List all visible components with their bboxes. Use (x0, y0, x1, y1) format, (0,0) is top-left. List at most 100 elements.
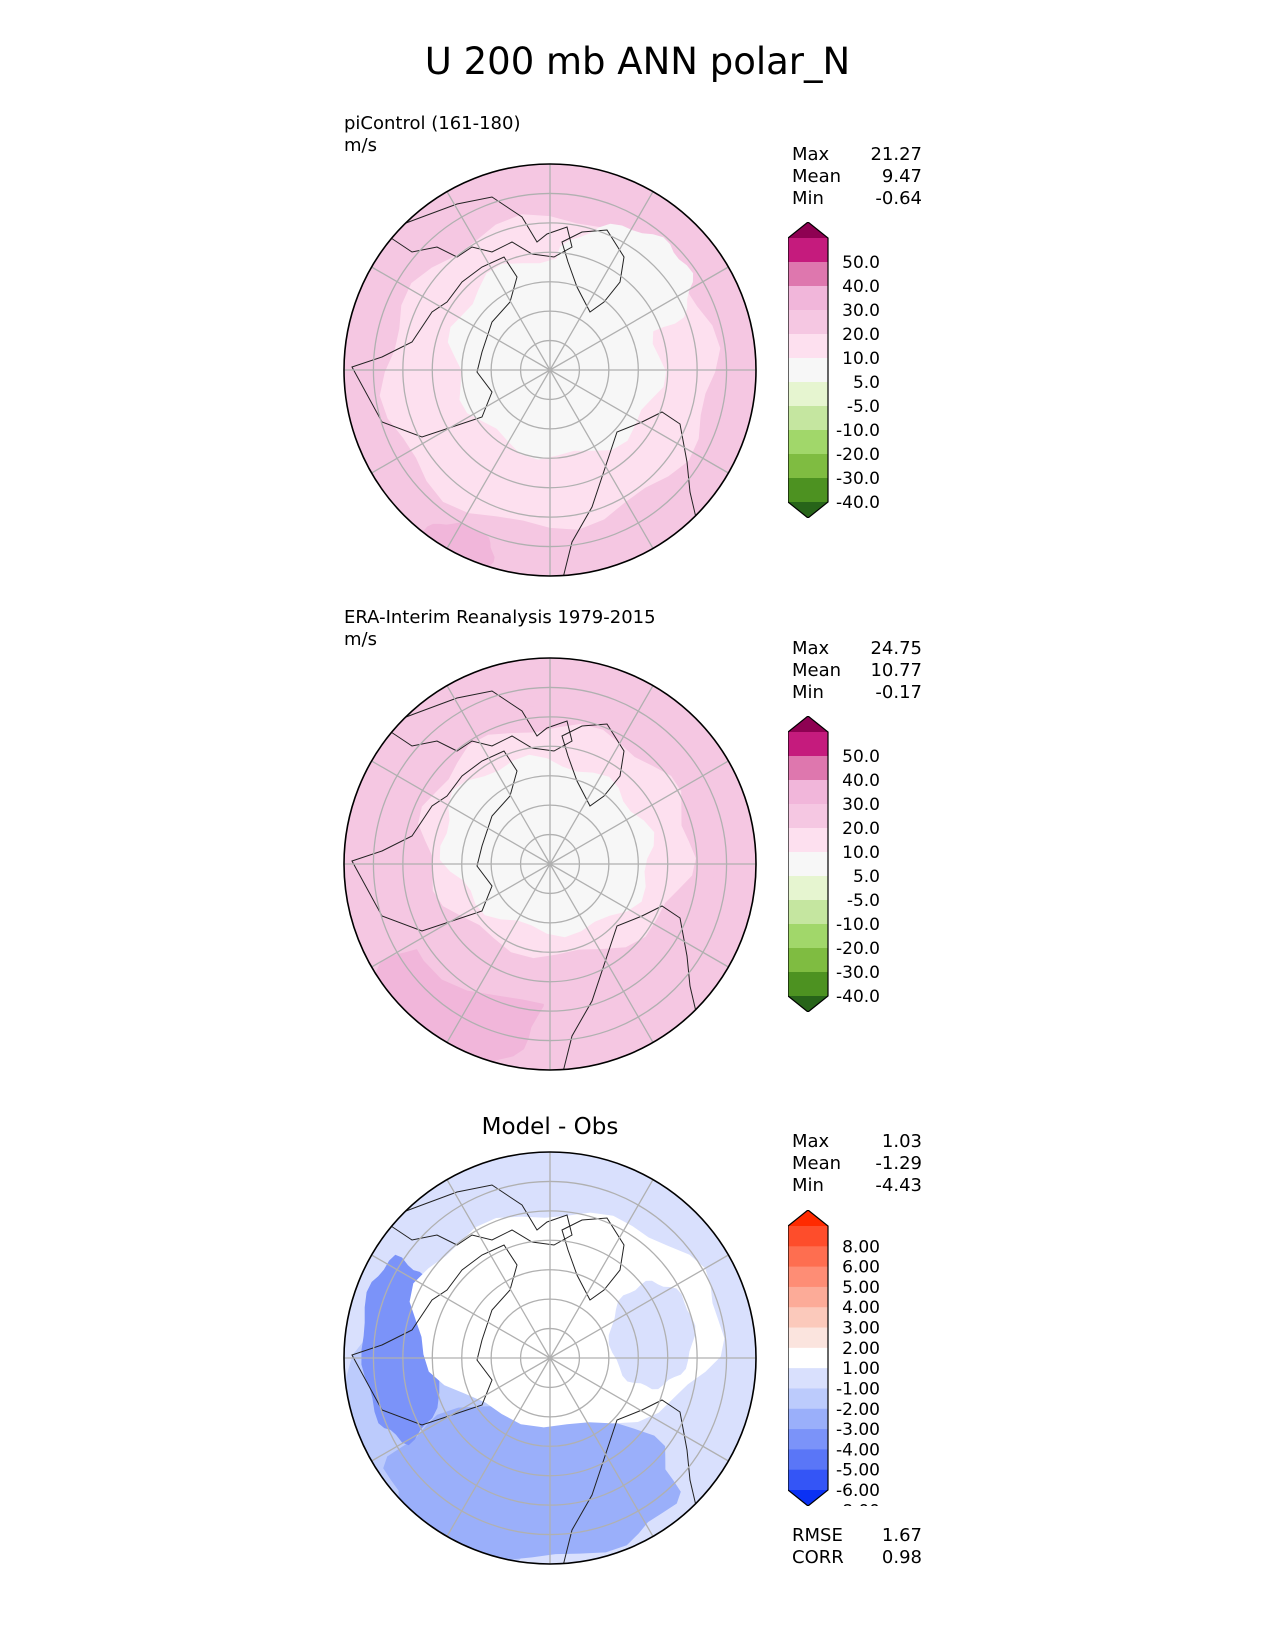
pole-gridline (534, 344, 551, 371)
colorbar-tick-label: 30.0 (842, 301, 880, 321)
stat-value: 9.47 (881, 166, 922, 187)
colorbar-segment (788, 1226, 828, 1247)
pole-gridline (524, 354, 551, 371)
panel-1-colorbar: 50.0 40.0 30.0 20.0 10.0 5.0 -5.0 -10.0 -20.0 -30… (788, 222, 880, 518)
colorbar-tick-label: 6.00 (842, 1258, 880, 1278)
pole-gridline (549, 1357, 566, 1384)
stat-value: 1.03 (881, 1131, 922, 1152)
stat-label: Max (792, 638, 830, 659)
colorbar-segment (788, 876, 828, 901)
colorbar-segment (788, 262, 828, 287)
field-contour-region (608, 1280, 696, 1390)
colorbar-tick-label: 10.0 (842, 349, 880, 369)
meridian-gridline (575, 1372, 729, 1462)
stat-value: 24.75 (870, 638, 922, 659)
meridian-gridline (371, 1254, 525, 1344)
colorbar-tick-label: -30.0 (836, 963, 880, 983)
meridian-gridline (564, 1383, 654, 1537)
stat-label: Min (792, 682, 824, 703)
meridian-gridline (564, 395, 654, 549)
colorbar-tick-label: -6.00 (836, 1481, 880, 1501)
colorbar-segment (788, 310, 828, 335)
colorbar-extension-top (788, 716, 828, 732)
colorbar-tick-label: -4.00 (836, 1440, 880, 1460)
colorbar-segment (788, 430, 828, 455)
panel-2-units: m/s (344, 629, 377, 650)
colorbar-tick-label: 50.0 (842, 253, 880, 273)
colorbar-segment (788, 804, 828, 829)
panel-1-label: piControl (161-180) (344, 113, 521, 134)
colorbar-tick-label: -40.0 (836, 987, 880, 1007)
pole-gridline (534, 1332, 551, 1359)
stat-value: 1.67 (881, 1525, 922, 1546)
colorbar-segment (788, 1449, 828, 1471)
colorbar-segment (788, 238, 828, 263)
meridian-gridline (446, 685, 536, 839)
colorbar-segment (788, 948, 828, 973)
colorbar-tick-label: 10.0 (842, 843, 880, 863)
pole-gridline (549, 354, 576, 371)
colorbar-outline (788, 222, 829, 518)
colorbar-tick-label: -5.00 (836, 1461, 880, 1481)
figure-title: U 200 mb ANN polar_N (424, 40, 851, 83)
panel-2-stats: Max 24.75 Mean 10.77 Min -0.17 (792, 638, 922, 704)
map-boundary (343, 163, 757, 577)
stat-value: -0.17 (875, 682, 922, 703)
pole-gridline (549, 369, 576, 386)
panel-3-extra-stats: RMSE 1.67 CORR 0.98 (792, 1525, 922, 1569)
stat-value: -1.29 (875, 1153, 922, 1174)
colorbar-outline (788, 1210, 829, 1506)
stat-label: Max (792, 144, 830, 165)
pole-gridline (524, 1342, 551, 1359)
meridian-gridline (575, 384, 729, 474)
meridian-gridline (564, 191, 654, 345)
colorbar-segment (788, 454, 828, 479)
colorbar-tick-label: 2.00 (842, 1339, 880, 1359)
meridian-gridline (575, 760, 729, 850)
stat-value: -0.64 (875, 188, 922, 209)
colorbar-tick-label: 4.00 (842, 1298, 880, 1318)
stat-value: 0.98 (881, 1547, 922, 1568)
colorbar-segment (788, 334, 828, 359)
stat-label: Mean (792, 1153, 842, 1174)
meridian-gridline (575, 1254, 729, 1344)
colorbar-segment (788, 1266, 828, 1288)
panel-3-title: Model - Obs (481, 1114, 619, 1140)
field-contour-region (439, 754, 655, 938)
pole-gridline (534, 838, 551, 865)
map-field (344, 658, 756, 1070)
stat-label: Min (792, 188, 824, 209)
colorbar-segment (788, 1286, 828, 1308)
meridian-gridline (371, 760, 525, 850)
colorbar-tick-label: -5.0 (847, 891, 880, 911)
coastline (380, 690, 573, 752)
colorbar-tick-label: -30.0 (836, 469, 880, 489)
panel-1-header: piControl (161-180) m/s (344, 113, 520, 157)
colorbar-tick-label: 3.00 (842, 1319, 880, 1339)
colorbar-tick-label: 20.0 (842, 325, 880, 345)
stat-label: CORR (792, 1547, 844, 1568)
pole-gridline (549, 838, 566, 865)
colorbar-segment (788, 406, 828, 431)
stat-value: 21.27 (870, 144, 922, 165)
colorbar-segment (788, 780, 828, 805)
colorbar-tick-label: -3.00 (836, 1420, 880, 1440)
colorbar-tick-label: 40.0 (842, 771, 880, 791)
stat-value: 10.77 (870, 660, 922, 681)
pole-gridline (549, 1357, 576, 1374)
stat-label: Mean (792, 166, 842, 187)
colorbar-tick-label: 50.0 (842, 747, 880, 767)
colorbar-segment (788, 1368, 828, 1389)
stat-value: -4.43 (875, 1175, 922, 1196)
panel-1-stats: Max 21.27 Mean 9.47 Min -0.64 (792, 144, 922, 210)
map-field (344, 164, 756, 576)
pole-gridline (524, 1357, 551, 1374)
colorbar-extension-bottom (788, 502, 828, 518)
colorbar-segment (788, 924, 828, 949)
meridian-gridline (371, 878, 525, 968)
pole-gridline (549, 1342, 576, 1359)
field-contour-region (383, 1400, 681, 1560)
colorbar-segment (788, 972, 828, 997)
stat-label: Max (792, 1131, 830, 1152)
colorbar-segment (788, 1429, 828, 1450)
